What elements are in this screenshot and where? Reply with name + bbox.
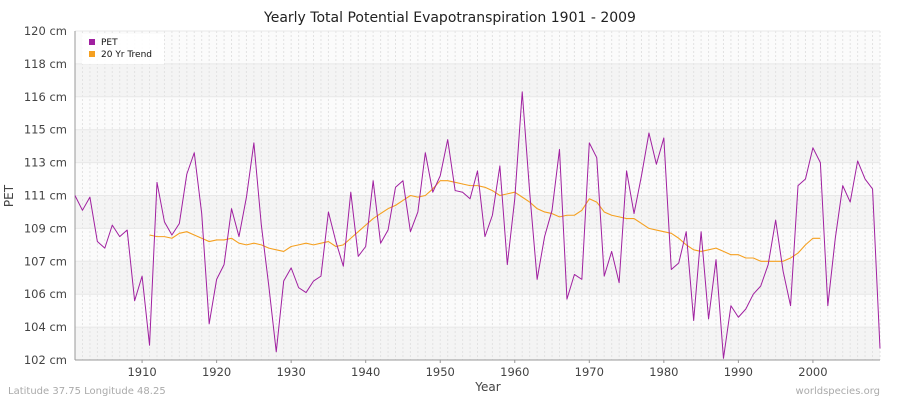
x-tick-label: 1910 xyxy=(127,365,156,379)
series-group xyxy=(74,91,881,359)
x-tick-label: 1990 xyxy=(724,365,753,379)
legend-swatch-trend xyxy=(89,51,95,57)
x-axis-label: Year xyxy=(474,380,500,394)
legend-label-pet: PET xyxy=(101,38,118,48)
y-tick-label: 118 cm xyxy=(24,57,67,71)
y-tick-label: 113 cm xyxy=(24,156,67,170)
y-tick-label: 104 cm xyxy=(24,320,67,334)
x-tick-label: 1930 xyxy=(277,365,306,379)
x-tick-label: 1920 xyxy=(202,365,231,379)
y-tick-label: 115 cm xyxy=(24,123,67,137)
x-tick-label: 1950 xyxy=(426,365,455,379)
legend-label-trend: 20 Yr Trend xyxy=(101,50,152,60)
x-tick-label: 2000 xyxy=(798,365,827,379)
y-axis-label: PET xyxy=(2,184,16,207)
series-line-trend xyxy=(149,180,821,262)
y-tick-label: 116 cm xyxy=(24,90,67,104)
y-tick-labels: 102 cm 104 cm 106 cm 107 cm 109 cm 111 cm 113 … xyxy=(24,24,67,367)
plot-band xyxy=(75,261,880,295)
x-tick-label: 1970 xyxy=(575,365,604,379)
y-tick-label: 120 cm xyxy=(24,24,67,38)
x-tick-labels: 1910 1920 1930 1940 1950 1960 1970 1980 1990 2000 xyxy=(127,360,828,379)
plot-band xyxy=(75,129,880,163)
footer-coordinates: Latitude 37.75 Longitude 48.25 xyxy=(8,386,166,397)
y-tick-label: 106 cm xyxy=(24,287,67,301)
x-tick-label: 1940 xyxy=(351,365,380,379)
y-tick-label: 109 cm xyxy=(24,221,67,235)
legend: PET 20 Yr Trend xyxy=(82,34,164,64)
y-tick-label: 102 cm xyxy=(24,353,67,367)
legend-box xyxy=(82,34,164,64)
x-tick-label: 1980 xyxy=(649,365,678,379)
legend-swatch-pet xyxy=(89,39,95,45)
x-tick-label: 1960 xyxy=(500,365,529,379)
series-line-pet xyxy=(74,91,881,359)
y-tick-label: 111 cm xyxy=(24,189,67,203)
footer-source: worldspecies.org xyxy=(796,386,880,397)
chart-title: Yearly Total Potential Evapotranspiratio… xyxy=(263,10,636,26)
y-tick-label: 107 cm xyxy=(24,254,67,268)
